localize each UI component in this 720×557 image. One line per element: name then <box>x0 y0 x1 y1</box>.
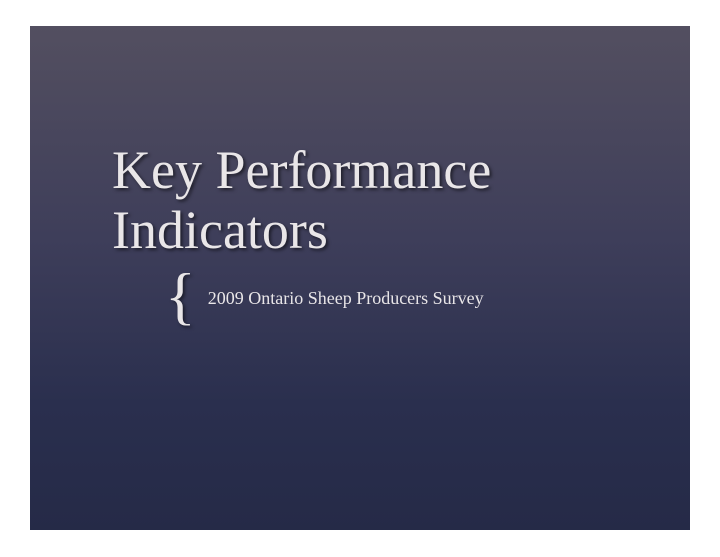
slide-title: Key Performance Indicators <box>112 140 632 261</box>
subtitle-row: { 2009 Ontario Sheep Producers Survey <box>165 266 484 330</box>
slide-subtitle: 2009 Ontario Sheep Producers Survey <box>208 288 484 309</box>
slide: Key Performance Indicators { 2009 Ontari… <box>30 26 690 530</box>
brace-icon: { <box>165 264 196 328</box>
